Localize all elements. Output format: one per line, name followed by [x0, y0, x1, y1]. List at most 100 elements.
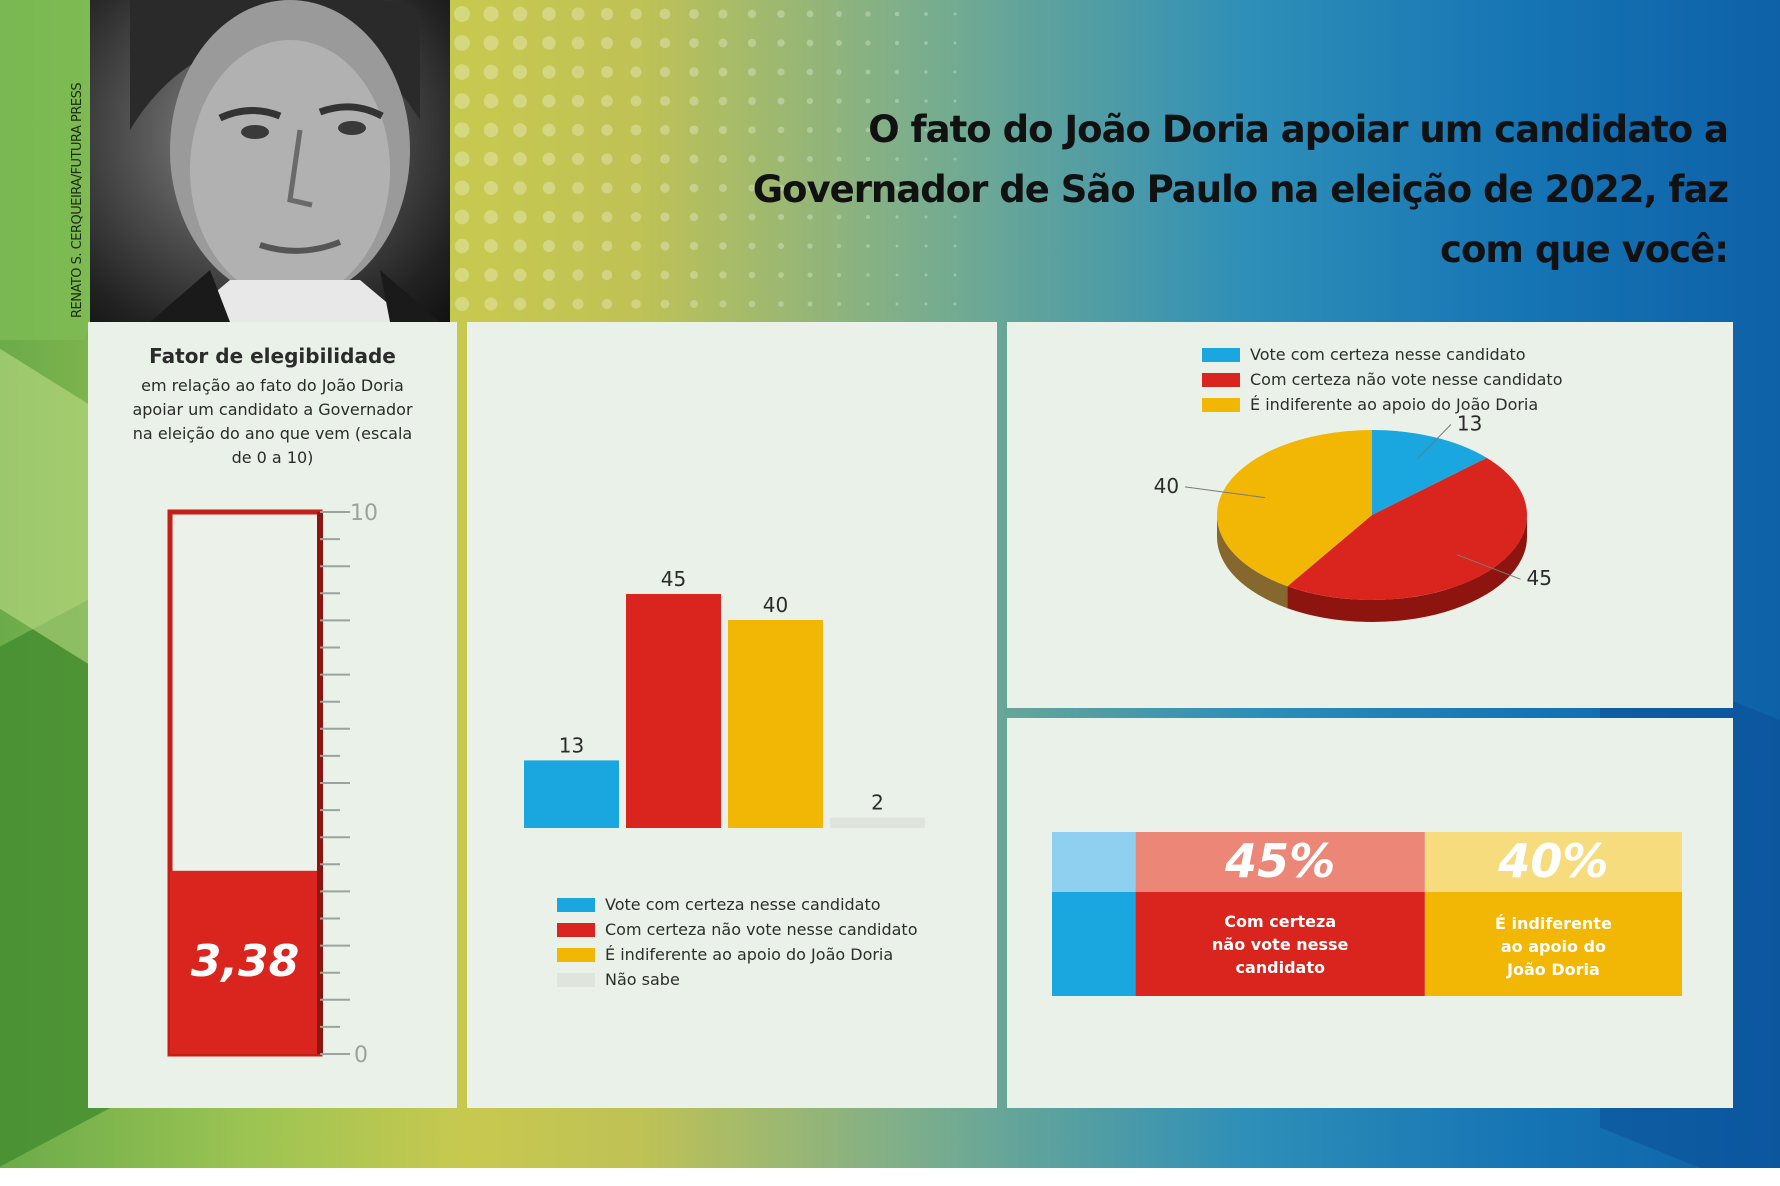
- halftone-dot: [836, 127, 842, 133]
- halftone-dot: [895, 302, 899, 306]
- halftone-dot: [718, 96, 728, 106]
- halftone-dot: [777, 242, 785, 250]
- pie-leader-line: [1416, 424, 1452, 460]
- halftone-dot: [777, 97, 785, 105]
- halftone-dot: [866, 244, 870, 248]
- halftone-dot: [953, 244, 957, 248]
- halftone-dot: [924, 186, 928, 190]
- halftone-dot: [542, 123, 556, 137]
- infographic-title: O fato do João Doria apoiar um candidato…: [752, 108, 1729, 271]
- halftone-dot: [719, 271, 727, 279]
- halftone-dot: [660, 270, 670, 280]
- pie-chart-panel: Vote com certeza nesse candidato Com cer…: [1007, 322, 1733, 708]
- stack-segment: [1135, 892, 1425, 996]
- halftone-dot: [690, 300, 698, 308]
- bar-chart-panel: 13 45 40 2 Vote com certeza nesse candidato…: [467, 322, 997, 1108]
- halftone-dot: [660, 212, 670, 222]
- halftone-dot: [454, 151, 470, 167]
- stack-label-yellow: É indiferente ao apoio do João Doria: [1495, 914, 1612, 979]
- meter-subtitle: em relação ao fato do João Doria apoiar …: [132, 376, 413, 467]
- halftone-dot: [630, 153, 642, 165]
- halftone-dot: [747, 9, 757, 19]
- meter-heading: Fator de elegibilidade: [149, 344, 396, 368]
- pie-leader-line: [1456, 554, 1521, 580]
- halftone-dot: [571, 94, 585, 108]
- halftone-dot: [866, 302, 870, 306]
- halftone-dot: [836, 156, 842, 162]
- halftone-dot: [718, 9, 728, 19]
- halftone-dot: [748, 155, 756, 163]
- stack-segment: [1052, 892, 1136, 996]
- legend-item: Não sabe: [557, 967, 918, 992]
- legend-label: Com certeza não vote nesse candidato: [1250, 370, 1563, 389]
- halftone-dot: [571, 36, 585, 50]
- pie-slice: [1217, 430, 1372, 587]
- bar-chart-legend: Vote com certeza nesse candidato Com cer…: [557, 892, 918, 992]
- halftone-dot: [660, 241, 670, 251]
- halftone-dot: [777, 155, 785, 163]
- eligibility-meter-panel: Fator de elegibilidade em relação ao fat…: [88, 322, 457, 1108]
- halftone-dot: [894, 69, 900, 75]
- halftone-dot: [689, 241, 699, 251]
- halftone-dot: [454, 122, 470, 138]
- halftone-dot: [512, 6, 528, 22]
- halftone-dot: [895, 273, 899, 277]
- pie-slice: [1287, 457, 1528, 600]
- halftone-dot: [689, 183, 699, 193]
- meter-fill: [170, 870, 320, 1054]
- halftone-dot: [719, 242, 727, 250]
- halftone-dot: [748, 184, 756, 192]
- halftone-dot: [483, 151, 499, 167]
- pie-value-label: 40: [1154, 474, 1179, 498]
- bar-value-label: 2: [871, 791, 884, 815]
- halftone-dot: [543, 269, 555, 281]
- halftone-dot: [807, 301, 813, 307]
- legend-label: Com certeza não vote nesse candidato: [605, 920, 918, 939]
- halftone-dot: [836, 69, 842, 75]
- halftone-dot: [924, 302, 928, 306]
- halftone-dot: [836, 214, 842, 220]
- halftone-dot: [513, 123, 527, 137]
- halftone-dot: [865, 11, 871, 17]
- halftone-dot: [572, 269, 584, 281]
- halftone-dot: [631, 270, 641, 280]
- halftone-dot: [924, 41, 928, 45]
- legend-label: Vote com certeza nesse candidato: [1250, 345, 1526, 364]
- halftone-dot: [512, 64, 528, 80]
- halftone-dot: [953, 41, 957, 45]
- halftone-dot: [924, 12, 928, 16]
- bar-value-label: 40: [763, 593, 788, 617]
- halftone-dot: [601, 37, 613, 49]
- stack-segment-top: [1135, 832, 1425, 892]
- halftone-dot: [689, 125, 699, 135]
- halftone-dot: [601, 269, 613, 281]
- halftone-dot: [748, 300, 756, 308]
- halftone-dot: [865, 40, 871, 46]
- halftone-dot: [924, 273, 928, 277]
- halftone-dot: [807, 156, 813, 162]
- halftone-dot: [601, 298, 613, 310]
- halftone-dot: [748, 213, 756, 221]
- halftone-dot: [807, 185, 813, 191]
- halftone-dot: [630, 95, 642, 107]
- halftone-dot: [542, 36, 556, 50]
- legend-item: É indiferente ao apoio do João Doria: [557, 942, 918, 967]
- legend-swatch: [557, 947, 595, 962]
- pie-chart: 13 45 40: [1154, 411, 1552, 622]
- legend-label: É indiferente ao apoio do João Doria: [605, 945, 894, 964]
- halftone-dot: [924, 244, 928, 248]
- stack-segment: [1424, 892, 1682, 996]
- halftone-dot: [513, 239, 527, 253]
- halftone-dot: [836, 98, 842, 104]
- halftone-dot: [806, 68, 814, 76]
- halftone-dot: [924, 70, 928, 74]
- halftone-dot: [542, 181, 556, 195]
- halftone-dot: [542, 65, 556, 79]
- halftone-dot: [835, 10, 843, 18]
- legend-swatch: [1202, 347, 1240, 362]
- legend-label: É indiferente ao apoio do João Doria: [1250, 395, 1539, 414]
- halftone-dot: [748, 126, 756, 134]
- halftone-dot: [601, 66, 613, 78]
- halftone-dot: [718, 67, 728, 77]
